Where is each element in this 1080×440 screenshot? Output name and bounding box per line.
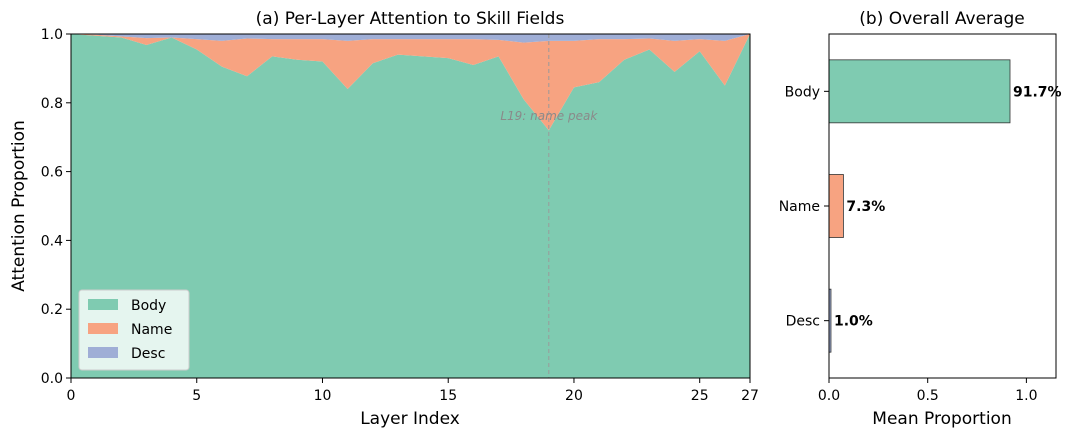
y-tick-label: 0.6 <box>41 165 63 181</box>
x-tick-label: 10 <box>314 388 332 404</box>
y-tick-label: 1.0 <box>41 27 63 43</box>
x-tick-label: 1.0 <box>1015 388 1037 404</box>
x-tick-label: 20 <box>565 388 583 404</box>
y-tick-label: 0.2 <box>41 302 63 318</box>
panel-a-x-axis-label: Layer Index <box>360 409 460 429</box>
legend-label-desc: Desc <box>131 346 165 362</box>
area-name <box>71 34 750 131</box>
x-tick-label: 5 <box>192 388 201 404</box>
bar-name <box>828 174 844 238</box>
x-tick-label: 15 <box>439 388 457 404</box>
area-body <box>71 34 750 378</box>
panel-b-x-axis-label: Mean Proportion <box>872 409 1011 429</box>
panel-a-x-axis: 0 5 10 15 20 25 27 <box>67 378 759 404</box>
category-label: Name <box>779 199 820 215</box>
panel-b-bars: 91.7% 7.3% 1.0% <box>828 59 1062 353</box>
x-tick-label: 0.5 <box>917 388 939 404</box>
bar-value-label: 91.7% <box>1013 84 1062 100</box>
area-desc <box>71 34 750 43</box>
bar-value-label: 1.0% <box>834 314 873 330</box>
panel-a-y-axis-label: Attention Proportion <box>9 120 29 292</box>
y-tick-label: 0.0 <box>41 371 63 387</box>
panel-a-frame <box>70 33 751 379</box>
legend: Body Name Desc <box>78 289 190 371</box>
panel-b-x-axis: 0.0 0.5 1.0 <box>818 378 1038 404</box>
bar-value-label: 7.3% <box>846 199 885 215</box>
legend-swatch-body <box>88 299 118 310</box>
legend-label-body: Body <box>131 298 166 314</box>
panel-b-bar-chart: (b) Overall Average 91.7% 7.3% 1.0% 0.0 0.5… <box>779 9 1062 429</box>
category-label: Body <box>785 84 820 100</box>
panel-a-title: (a) Per-Layer Attention to Skill Fields <box>256 9 565 29</box>
panel-a-y-axis: 0.0 0.2 0.4 0.6 0.8 1.0 <box>41 27 71 387</box>
bar-body <box>828 59 1011 124</box>
legend-label-name: Name <box>131 322 172 338</box>
legend-swatch-name <box>88 323 118 334</box>
panel-b-title: (b) Overall Average <box>859 9 1024 29</box>
x-tick-label: 27 <box>741 388 759 404</box>
legend-swatch-desc <box>88 347 118 358</box>
x-tick-label: 0.0 <box>818 388 840 404</box>
panel-b-y-axis: Body Name Desc <box>779 84 829 330</box>
x-tick-label: 25 <box>691 388 709 404</box>
x-tick-label: 0 <box>67 388 76 404</box>
y-tick-label: 0.4 <box>41 233 63 249</box>
panel-a-area-chart: (a) Per-Layer Attention to Skill Fields … <box>9 9 759 429</box>
peak-annotation: L19: name peak <box>500 109 598 123</box>
y-tick-label: 0.8 <box>41 96 63 112</box>
category-label: Desc <box>786 314 820 330</box>
panel-a-areas <box>71 34 750 378</box>
